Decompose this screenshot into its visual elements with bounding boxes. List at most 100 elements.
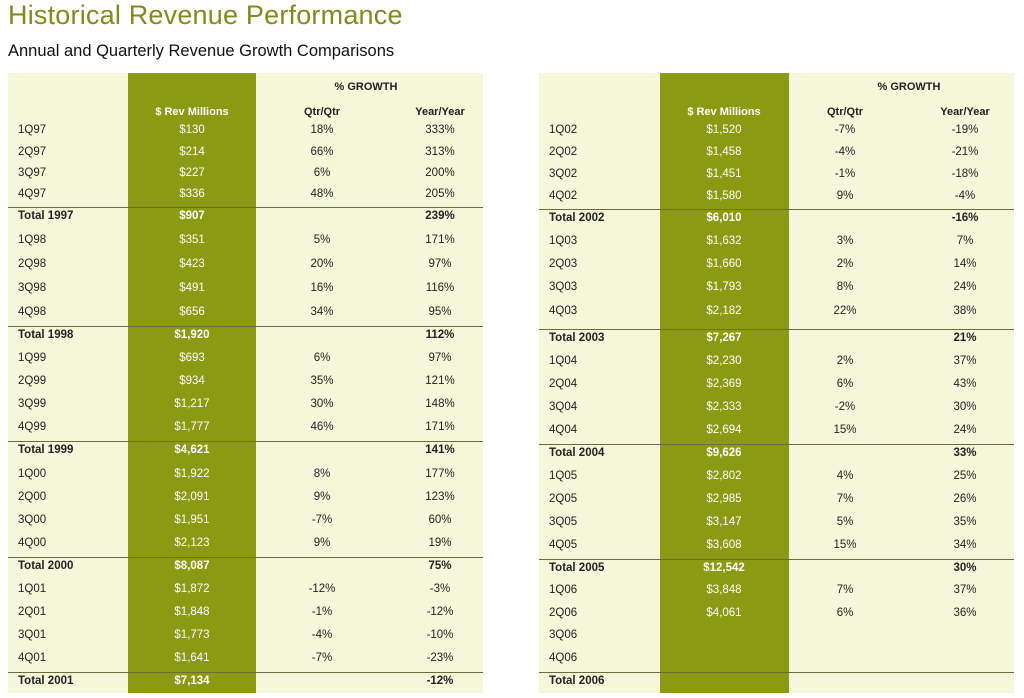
revenue-cell: $351 bbox=[179, 234, 205, 246]
growth-header: % GROWTH bbox=[334, 81, 398, 93]
table-row: 2Q02 $1,458 -4% -21% bbox=[539, 143, 1014, 164]
row-label: Total 2004 bbox=[549, 447, 605, 459]
revenue-cell: $227 bbox=[179, 167, 205, 179]
year-growth-cell: 33% bbox=[953, 447, 977, 459]
year-growth-cell: 35% bbox=[953, 516, 977, 528]
table-row: 3Q02 $1,451 -1% -18% bbox=[539, 165, 1014, 186]
row-label: 2Q04 bbox=[549, 378, 578, 390]
row-label: 4Q02 bbox=[549, 190, 578, 202]
qtr-growth-cell: 46% bbox=[310, 421, 334, 433]
qtr-growth-cell: 66% bbox=[310, 146, 334, 158]
revenue-cell: $2,091 bbox=[174, 491, 210, 503]
row-label: Total 1999 bbox=[18, 444, 74, 456]
year-year-column-header: Year/Year bbox=[940, 106, 990, 118]
revenue-cell: $1,451 bbox=[706, 168, 742, 180]
qtr-growth-cell: 16% bbox=[310, 282, 334, 294]
total-row: Total 2005 $12,542 30% bbox=[539, 559, 1014, 580]
row-label: 2Q05 bbox=[549, 493, 578, 505]
table-row: 2Q05 $2,985 7% 26% bbox=[539, 490, 1014, 511]
table-row: 2Q97 $214 66% 313% bbox=[8, 143, 483, 164]
row-label: 4Q01 bbox=[18, 652, 47, 664]
table-row: 3Q05 $3,147 5% 35% bbox=[539, 513, 1014, 534]
row-label: 3Q97 bbox=[18, 167, 47, 179]
year-growth-cell: 19% bbox=[428, 537, 452, 549]
year-growth-cell: 36% bbox=[953, 607, 977, 619]
revenue-cell: $1,632 bbox=[706, 235, 742, 247]
year-growth-cell: 121% bbox=[425, 375, 455, 387]
row-label: 3Q03 bbox=[549, 281, 578, 293]
row-label: 1Q01 bbox=[18, 583, 47, 595]
year-growth-cell: 97% bbox=[428, 352, 452, 364]
revenue-cell: $2,369 bbox=[706, 378, 742, 390]
row-label: 3Q99 bbox=[18, 398, 47, 410]
qtr-growth-cell: 2% bbox=[836, 258, 854, 270]
qtr-growth-cell: 18% bbox=[310, 124, 334, 136]
qtr-growth-cell: 3% bbox=[836, 235, 854, 247]
revenue-cell: $1,848 bbox=[174, 606, 210, 618]
revenue-cell: $2,182 bbox=[706, 305, 742, 317]
qtr-growth-cell: 9% bbox=[313, 491, 331, 503]
row-label: 4Q00 bbox=[18, 537, 47, 549]
qtr-growth-cell: 15% bbox=[833, 539, 857, 551]
table-row: 3Q97 $227 6% 200% bbox=[8, 164, 483, 185]
revenue-cell: $656 bbox=[179, 306, 205, 318]
qtr-growth-cell: -1% bbox=[311, 606, 333, 618]
revenue-cell: $214 bbox=[179, 146, 205, 158]
year-growth-cell: 14% bbox=[953, 258, 977, 270]
table-row: 1Q98 $351 5% 171% bbox=[8, 231, 483, 252]
qtr-growth-cell: 7% bbox=[836, 584, 854, 596]
row-label: Total 1997 bbox=[18, 210, 74, 222]
qtr-growth-cell: 30% bbox=[310, 398, 334, 410]
row-label: 1Q97 bbox=[18, 124, 47, 136]
table-row: 2Q98 $423 20% 97% bbox=[8, 255, 483, 276]
year-growth-cell: 24% bbox=[953, 281, 977, 293]
table-row: 1Q06 $3,848 7% 37% bbox=[539, 581, 1014, 602]
revenue-cell: $4,621 bbox=[174, 444, 210, 456]
year-growth-cell: 200% bbox=[425, 167, 455, 179]
revenue-cell: $693 bbox=[179, 352, 205, 364]
revenue-table-left: % GROWTH $ Rev Millions Qtr/Qtr Year/Yea… bbox=[8, 73, 483, 693]
row-label: Total 2002 bbox=[549, 212, 605, 224]
year-growth-cell: 30% bbox=[953, 401, 977, 413]
year-growth-cell: -12% bbox=[426, 675, 454, 687]
row-label: 3Q98 bbox=[18, 282, 47, 294]
total-row: Total 1998 $1,920 112% bbox=[8, 326, 483, 347]
year-growth-cell: 177% bbox=[425, 468, 455, 480]
row-label: 4Q03 bbox=[549, 305, 578, 317]
year-growth-cell: 205% bbox=[425, 188, 455, 200]
row-label: Total 1998 bbox=[18, 329, 74, 341]
table-row: 1Q97 $130 18% 333% bbox=[8, 121, 483, 142]
table-row: 4Q05 $3,608 15% 34% bbox=[539, 536, 1014, 557]
qtr-growth-cell: 9% bbox=[836, 190, 854, 202]
year-growth-cell: -23% bbox=[426, 652, 454, 664]
table-row: 4Q99 $1,777 46% 171% bbox=[8, 418, 483, 439]
revenue-cell: $423 bbox=[179, 258, 205, 270]
row-label: 3Q06 bbox=[549, 629, 578, 641]
row-label: 2Q00 bbox=[18, 491, 47, 503]
year-growth-cell: 43% bbox=[953, 378, 977, 390]
qtr-growth-cell: -12% bbox=[308, 583, 336, 595]
year-growth-cell: -3% bbox=[429, 583, 451, 595]
table-row: 4Q02 $1,580 9% -4% bbox=[539, 187, 1014, 208]
row-label: 1Q99 bbox=[18, 352, 47, 364]
table-row: 4Q01 $1,641 -7% -23% bbox=[8, 649, 483, 670]
revenue-cell: $6,010 bbox=[706, 212, 742, 224]
year-growth-cell: -16% bbox=[951, 212, 979, 224]
revenue-cell: $1,520 bbox=[706, 124, 742, 136]
qtr-growth-cell: 48% bbox=[310, 188, 334, 200]
year-growth-cell: 313% bbox=[425, 146, 455, 158]
qtr-growth-cell: -4% bbox=[834, 146, 856, 158]
qtr-growth-cell: -7% bbox=[834, 124, 856, 136]
row-label: Total 2001 bbox=[18, 675, 74, 687]
table-row: 2Q03 $1,660 2% 14% bbox=[539, 255, 1014, 276]
revenue-cell: $1,920 bbox=[174, 329, 210, 341]
table-row: 4Q04 $2,694 15% 24% bbox=[539, 421, 1014, 442]
row-label: 2Q01 bbox=[18, 606, 47, 618]
qtr-growth-cell: -1% bbox=[834, 168, 856, 180]
year-growth-cell: 7% bbox=[956, 235, 974, 247]
row-label: 1Q00 bbox=[18, 468, 47, 480]
qtr-growth-cell: 8% bbox=[313, 468, 331, 480]
row-label: 1Q03 bbox=[549, 235, 578, 247]
qtr-qtr-column-header: Qtr/Qtr bbox=[303, 106, 341, 118]
row-label: 2Q98 bbox=[18, 258, 47, 270]
